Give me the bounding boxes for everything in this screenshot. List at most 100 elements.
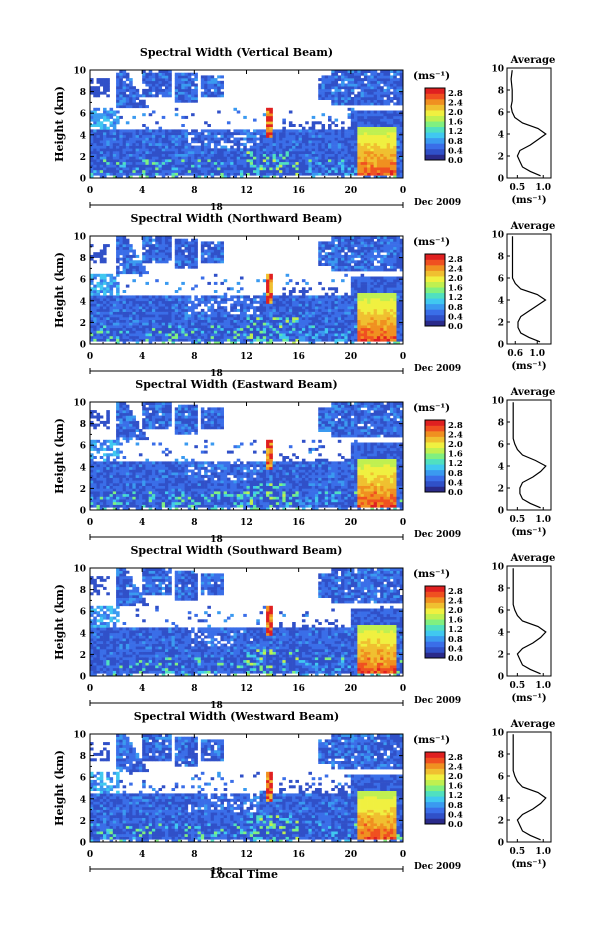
heatmap-cell [321,303,326,307]
heatmap-cell [213,159,218,163]
heatmap-cell [314,164,319,168]
heatmap-cell [148,164,153,168]
heatmap-cell [360,306,365,310]
heatmap-cell [344,94,348,98]
heatmap-cell [151,335,156,339]
heatmap-cell [243,306,247,310]
heatmap-cell [116,254,120,258]
heatmap-cell [155,246,159,250]
heatmap-cell [129,254,133,258]
heatmap-cell [99,338,104,342]
heatmap-cell [367,99,371,103]
heatmap-cell [109,137,114,141]
heatmap-cell [295,137,299,141]
heatmap-cell [168,172,172,176]
heatmap-cell [145,241,149,245]
heatmap-cell [360,70,365,73]
heatmap-cell [285,335,290,339]
heatmap-cell [279,153,283,157]
heatmap-cell [142,333,146,337]
heatmap-cell [324,300,329,304]
heatmap-cell [207,83,211,87]
heatmap-cell [341,330,345,334]
heatmap-cell [393,83,397,87]
heatmap-cell [318,303,322,307]
heatmap-cell [236,298,241,302]
heatmap-cell [328,91,332,95]
heatmap-cell [393,335,397,339]
heatmap-cell [321,287,326,291]
heatmap-cell [347,137,352,141]
heatmap-cell [116,303,120,307]
heatmap-cell [259,319,264,323]
heatmap-cell [187,156,192,160]
heatmap-cell [305,295,309,299]
heatmap-cell [383,124,387,127]
heatmap-cell [328,330,332,334]
heatmap-cell [370,94,374,98]
heatmap-cell [347,161,352,165]
heatmap-cell [129,153,133,157]
heatmap-cell [90,273,94,277]
heatmap-cell [194,94,198,98]
heatmap-cell [363,118,368,122]
heatmap-cell [158,159,163,163]
heatmap-cell [386,91,391,95]
heatmap-cell [354,164,358,168]
heatmap-cell [191,94,195,98]
heatmap-cell [174,156,179,160]
heatmap-cell [354,325,358,329]
heatmap-cell [373,70,378,73]
heatmap-cell [220,338,224,342]
heatmap-cell [171,172,176,176]
heatmap-cell [272,151,277,154]
heatmap-cell [344,169,348,173]
heatmap-cell [272,298,277,302]
heatmap-cell [305,161,309,165]
heatmap-cell [367,327,371,331]
heatmap-cell [259,129,264,133]
heatmap-cell [347,99,352,103]
heatmap-cell [155,311,159,315]
heatmap-cell [376,281,381,285]
heatmap-cell [393,115,397,119]
heatmap-cell [256,172,260,176]
heatmap-cell [256,338,260,342]
heatmap-cell [288,333,293,337]
heatmap-cell [288,169,293,173]
heatmap-cell [96,317,101,320]
heatmap-cell [357,110,361,114]
heatmap-cell [135,129,140,133]
heatmap-cell [249,161,254,165]
heatmap-cell [376,97,381,100]
heatmap-cell [269,121,273,125]
heatmap-cell [217,333,221,337]
heatmap-cell [204,311,208,315]
heatmap-cell [151,333,156,337]
heatmap-cell [266,290,270,293]
heatmap-cell [256,161,260,165]
heatmap-cell [344,292,348,296]
heatmap-cell [129,88,133,92]
heatmap-cell [360,169,365,173]
heatmap-cell [321,151,326,154]
heatmap-cell [337,241,342,245]
heatmap-cell [347,303,352,307]
heatmap-cell [223,151,228,154]
heatmap-cell [119,75,123,79]
heatmap-cell [386,300,391,304]
heatmap-cell [318,254,322,258]
heatmap-cell [282,338,286,342]
heatmap-cell [376,172,381,176]
heatmap-cell [158,317,163,320]
heatmap-cell [344,151,348,154]
heatmap-cell [354,118,358,122]
heatmap-cell [200,298,205,302]
heatmap-cell [174,254,179,258]
heatmap-cell [399,132,404,136]
heatmap-cell [125,121,130,125]
heatmap-cell [161,306,166,310]
heatmap-cell [341,311,345,315]
heatmap-cell [341,333,345,337]
heatmap-cell [178,142,182,146]
